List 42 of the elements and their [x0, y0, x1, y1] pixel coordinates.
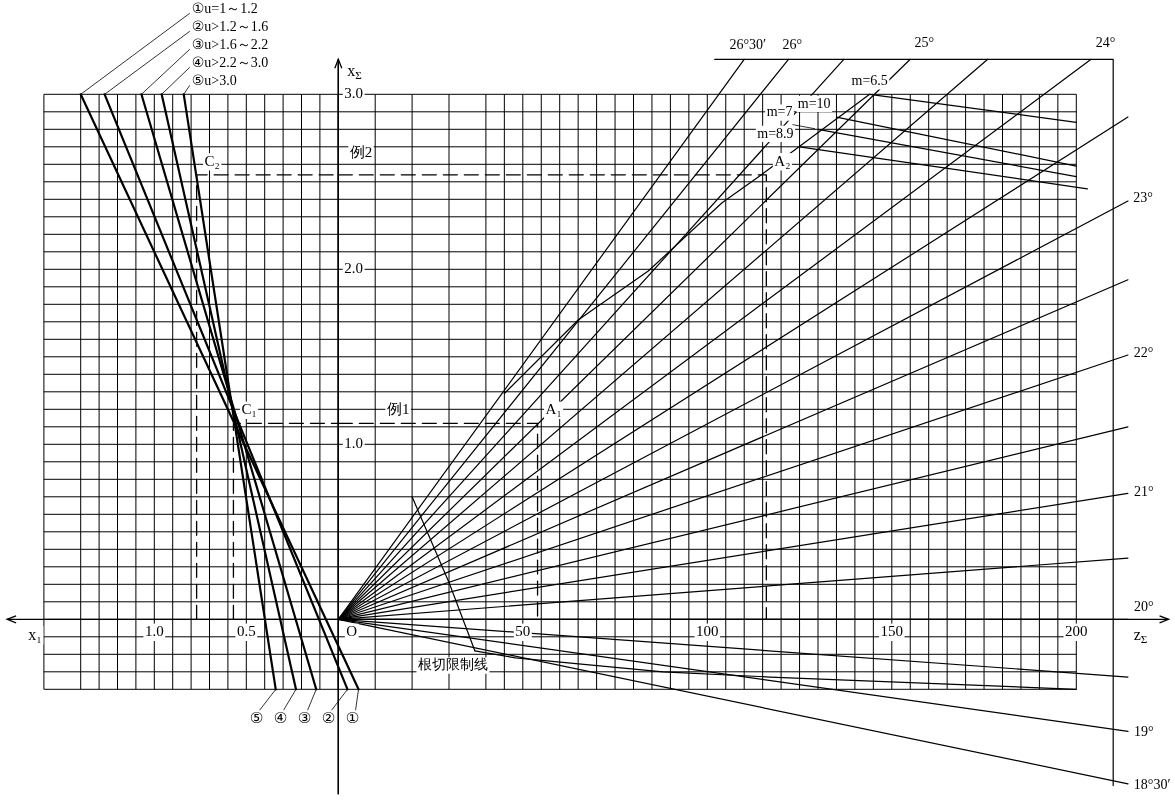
annotation: A₂ [774, 152, 791, 169]
annotation: ② [321, 710, 336, 727]
series-label: m=10 [797, 95, 831, 111]
y-tick-label: 3.0 [344, 85, 364, 102]
series-label: ⑤u>3.0 [191, 72, 237, 88]
annotation: 例1 [386, 401, 410, 418]
x-tick-label: 0.5 [236, 623, 256, 640]
x-tick-label: 150 [880, 623, 904, 640]
text: ④u>2.2～3.0 [191, 54, 269, 70]
annotation: 例2 [349, 143, 373, 160]
series-label: 根切限制线 [417, 657, 488, 673]
series-label: 22° [1133, 344, 1154, 360]
series-label: 24° [1095, 35, 1116, 51]
text: ③u>1.6～2.2 [191, 36, 269, 52]
series-label: 25° [914, 34, 935, 50]
annotation: ③ [297, 710, 312, 727]
annotation: A₁ [545, 401, 562, 418]
annotation: C₂ [204, 152, 220, 169]
annotation: O [346, 623, 358, 640]
x-tick-label: 200 [1065, 623, 1088, 640]
series-label: 19° [1133, 723, 1154, 739]
text: ②u>1.2～1.6 [191, 18, 269, 34]
series-label: 18°30′ [1133, 776, 1171, 792]
x-axis-title: x₁ [28, 625, 42, 643]
x-tick-label: 100 [696, 623, 719, 640]
x-tick-label: 50 [515, 623, 531, 640]
text: ①u=1～1.2 [191, 0, 258, 16]
series-label: m=6.5 [851, 72, 888, 88]
annotation: ① [345, 710, 360, 727]
series-label: m=7 [766, 104, 793, 120]
annotation: ⑤ [249, 710, 264, 727]
series-label: m=8.9 [757, 125, 794, 141]
x-tick-label: 1.0 [144, 623, 164, 640]
series-label: 23° [1133, 189, 1153, 205]
annotation: ④ [273, 710, 288, 727]
series-label: 21° [1133, 484, 1154, 500]
series-label: 20° [1133, 598, 1154, 614]
y-tick-label: 2.0 [344, 260, 364, 277]
y-tick-label: 1.0 [344, 435, 364, 452]
annotation: C₁ [241, 401, 257, 418]
series-label: 26°30′ [729, 37, 767, 53]
series-label: 26° [782, 37, 803, 53]
